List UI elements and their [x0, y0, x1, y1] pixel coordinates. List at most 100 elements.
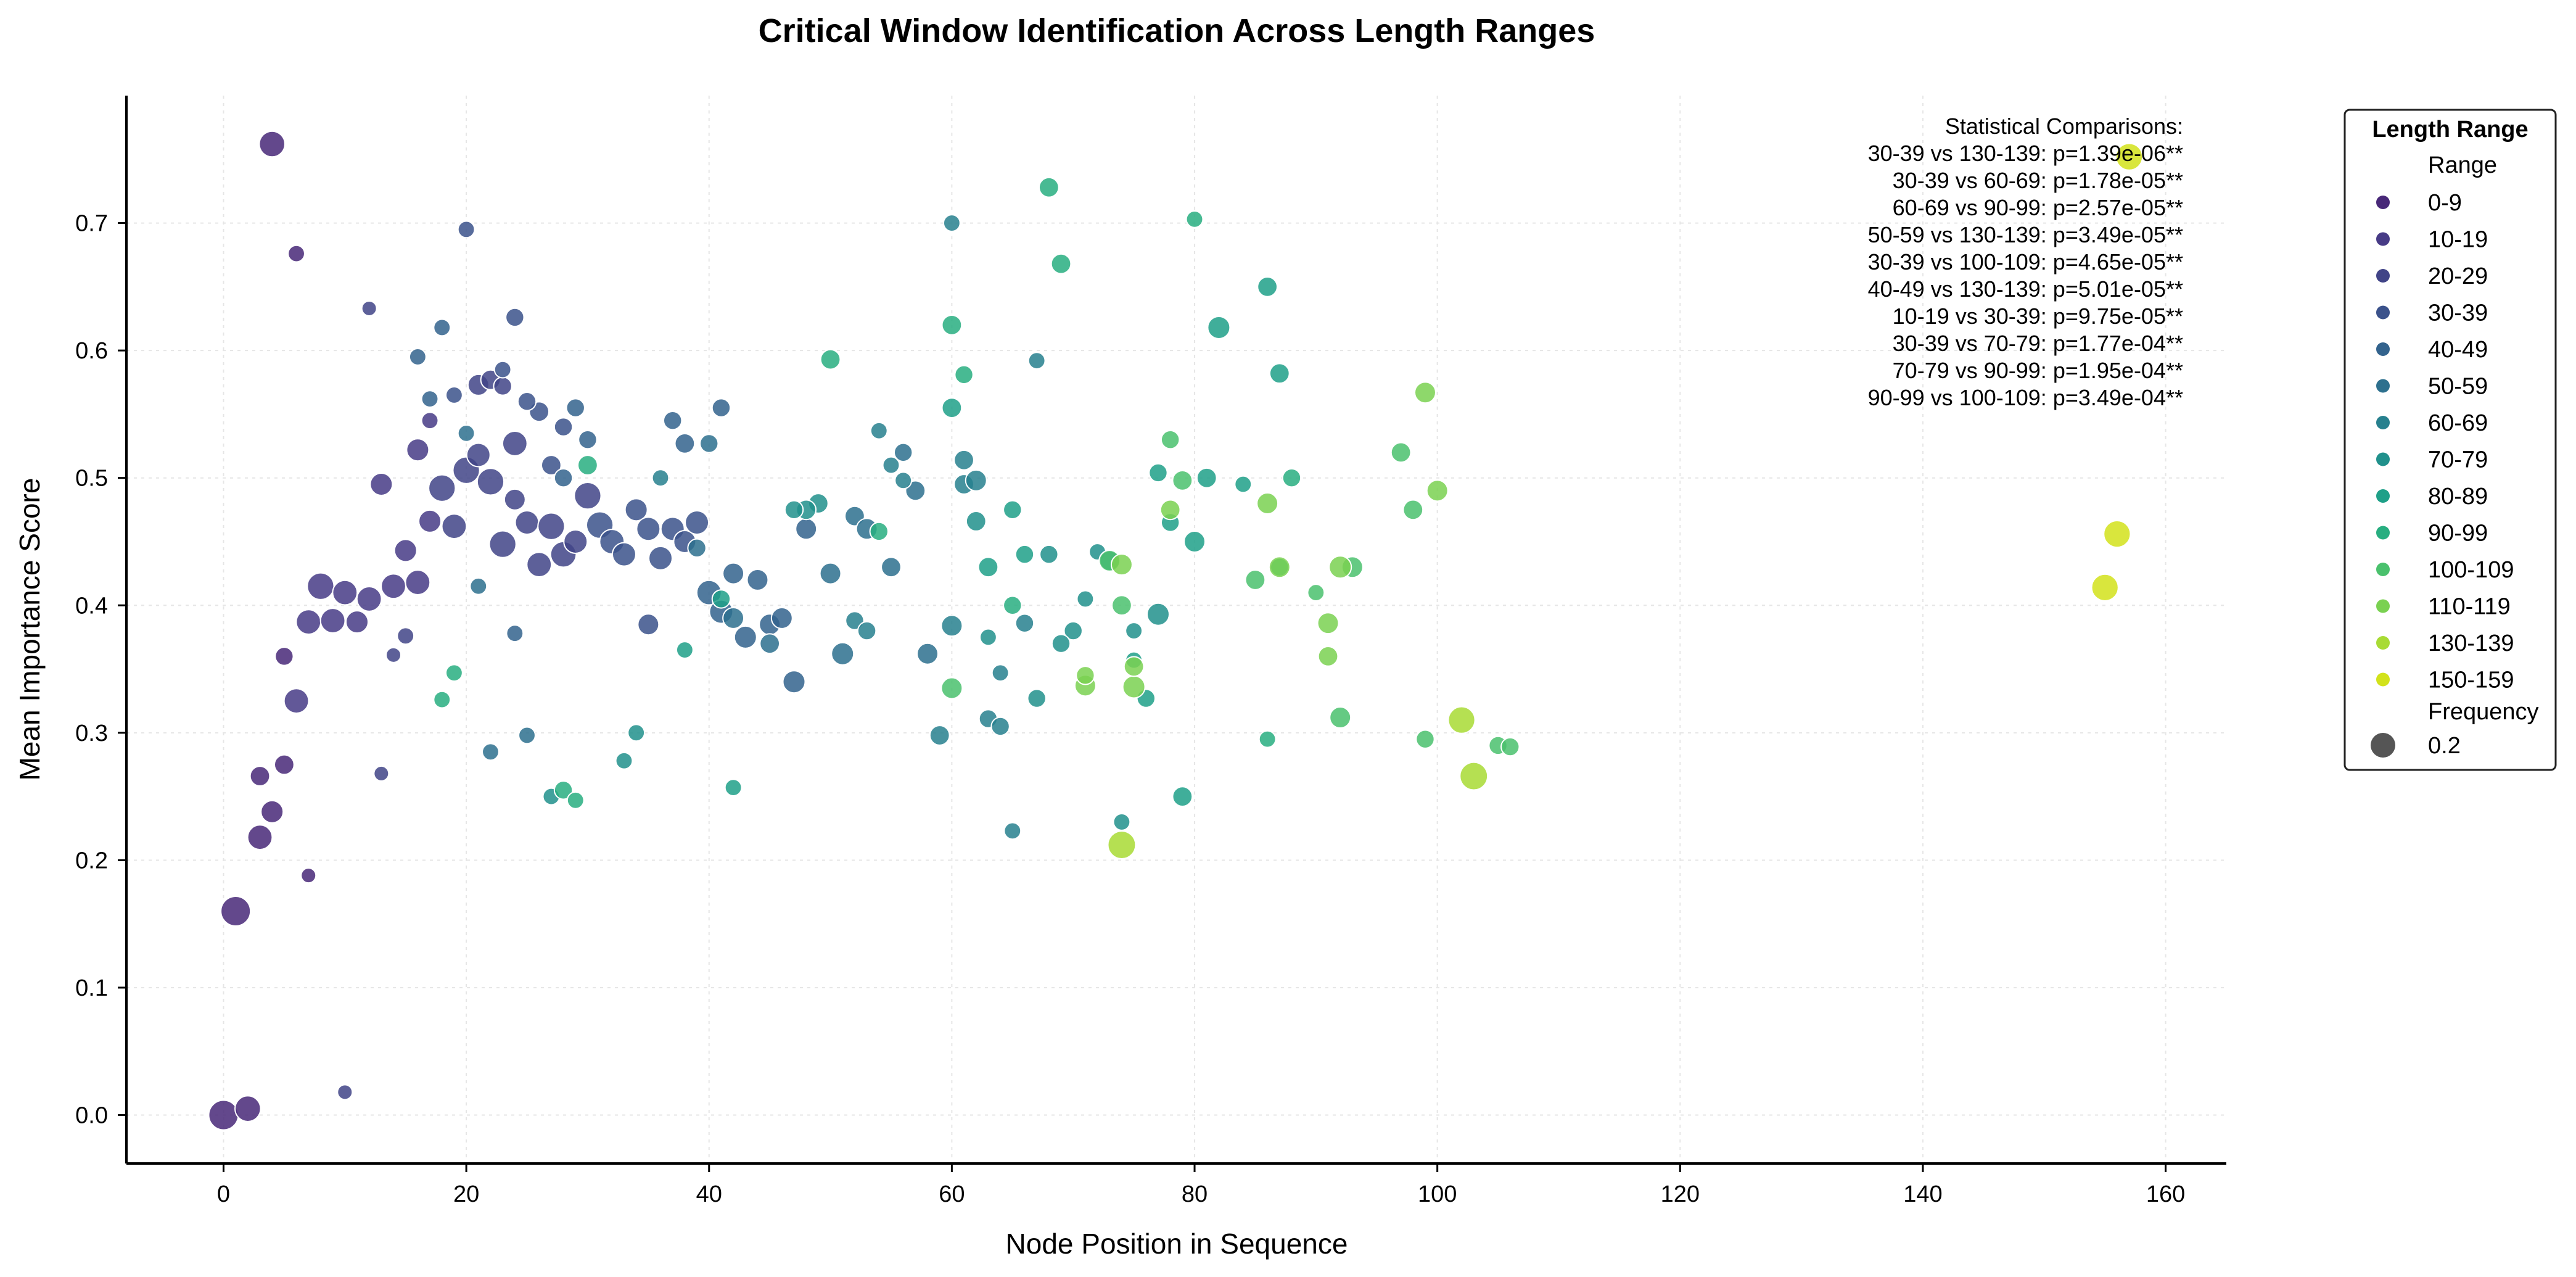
data-point [1402, 499, 1424, 521]
legend-marker [2376, 672, 2390, 687]
data-point [990, 716, 1010, 737]
data-point [965, 469, 987, 492]
series-50-59 [457, 424, 939, 761]
data-point [662, 411, 683, 431]
legend-range-heading: Range [2428, 152, 2497, 178]
data-point [1107, 830, 1137, 860]
data-point [433, 318, 451, 337]
data-point [1196, 467, 1217, 489]
data-point [1172, 786, 1193, 807]
data-point [724, 779, 743, 797]
data-point [307, 572, 335, 600]
legend-marker [2376, 636, 2390, 650]
data-point [1172, 469, 1193, 491]
data-point [953, 449, 974, 471]
data-point [1003, 500, 1023, 520]
legend-title: Length Range [2372, 117, 2528, 143]
legend-marker [2376, 232, 2390, 246]
axis-ticks: 0 20 40 60 80 100 120 140 160 0.0 0.1 0.2 0.3 0.4 0.5 0… [75, 211, 2185, 1207]
y-tick-label: 0.2 [75, 848, 108, 874]
data-point [332, 579, 358, 606]
y-tick-label: 0.6 [75, 338, 108, 364]
data-point [493, 360, 512, 379]
data-point [1282, 468, 1302, 488]
data-point [942, 214, 961, 232]
data-point [711, 589, 731, 609]
y-axis-label: Mean Importance Score [14, 478, 46, 781]
data-point [1076, 590, 1095, 608]
data-point [881, 556, 902, 578]
data-point [1185, 210, 1204, 228]
series-30-39 [445, 220, 710, 636]
data-point [381, 573, 406, 600]
data-point [493, 376, 512, 396]
data-point [675, 641, 694, 659]
data-point [611, 542, 636, 567]
legend-items: 0-9 10-19 20-29 30-39 40-49 50-59 60-69 70-79 80… [2376, 190, 2514, 693]
data-point [260, 800, 284, 824]
legend-marker [2376, 452, 2390, 466]
series-110-119 [1074, 381, 1449, 699]
data-point [1039, 544, 1059, 564]
data-point [526, 552, 553, 578]
legend-frequency-value: 0.2 [2428, 733, 2461, 759]
data-point [482, 743, 500, 761]
data-point [247, 824, 273, 851]
x-tick-label: 100 [1418, 1181, 1457, 1207]
data-point [711, 398, 731, 418]
data-point [1258, 730, 1277, 748]
data-point [1414, 381, 1436, 404]
legend-marker [2376, 416, 2390, 429]
data-point [273, 754, 295, 775]
annotation-line: 30-39 vs 100-109: p=4.65e-05** [1868, 249, 2183, 275]
data-point [831, 642, 855, 666]
data-point [445, 664, 463, 682]
data-point [627, 724, 646, 742]
legend: Length Range Range 0-9 10-19 20-29 30-39 40-… [2344, 109, 2557, 771]
legend-item-label: 10-19 [2428, 227, 2488, 253]
data-point [795, 518, 818, 540]
data-point [1329, 706, 1352, 729]
data-point [1148, 463, 1168, 483]
data-point [965, 511, 987, 532]
x-tick-label: 120 [1661, 1181, 1700, 1207]
data-point [563, 529, 588, 554]
data-point [1234, 475, 1253, 494]
y-tick-label: 0.0 [75, 1103, 108, 1129]
data-point [476, 468, 505, 496]
data-point [345, 610, 369, 634]
data-point [722, 606, 745, 629]
data-point [1257, 276, 1278, 297]
legend-frequency-marker [2371, 733, 2395, 758]
statistical-comparisons: Statistical Comparisons:30-39 vs 130-139… [1868, 114, 2183, 410]
data-point [940, 614, 963, 637]
data-point [1038, 176, 1060, 198]
y-tick-label: 0.5 [75, 466, 108, 492]
data-point [369, 473, 393, 497]
data-point [1146, 602, 1170, 626]
data-point [421, 390, 439, 408]
data-point [954, 365, 974, 385]
data-point [916, 642, 939, 665]
data-point [566, 791, 585, 809]
data-point [517, 392, 537, 411]
data-point [503, 488, 526, 511]
series-130-139 [1107, 706, 1489, 860]
data-point [1245, 569, 1266, 590]
data-point [1500, 737, 1520, 757]
data-point [687, 538, 707, 558]
x-tick-label: 80 [1182, 1181, 1208, 1207]
data-point [929, 725, 950, 746]
series-10-19 [283, 411, 442, 714]
data-point [1003, 595, 1023, 615]
data-point [283, 688, 310, 714]
data-point [361, 300, 377, 316]
annotation-line: 30-39 vs 130-139: p=1.39e-06** [1868, 141, 2183, 166]
legend-item-label: 150-159 [2428, 667, 2514, 693]
data-point [784, 500, 804, 520]
data-point [782, 670, 806, 694]
data-point [1123, 656, 1145, 677]
annotation-line: 40-49 vs 130-139: p=5.01e-05** [1868, 276, 2183, 302]
legend-item-label: 90-99 [2428, 521, 2488, 547]
data-point [733, 625, 757, 649]
